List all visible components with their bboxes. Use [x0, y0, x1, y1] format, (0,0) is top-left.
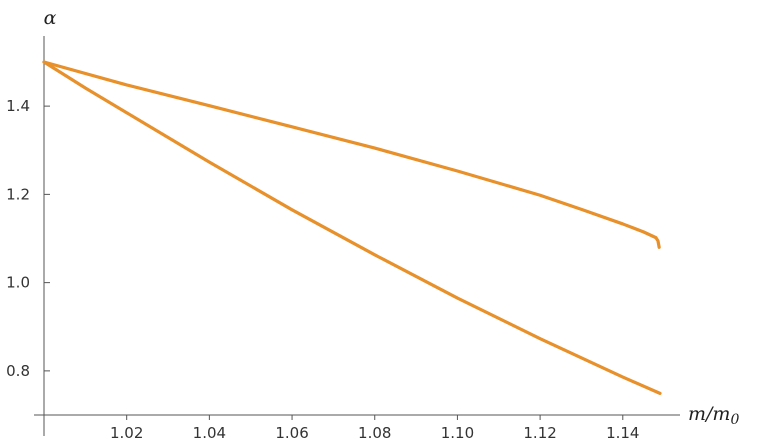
x-tick-label: 1.04: [193, 424, 226, 441]
x-tick-label: 1.10: [441, 424, 474, 441]
series-group: [42, 60, 662, 395]
x-axis-title-subscript: 0: [730, 412, 739, 428]
x-tick-label: 1.08: [358, 424, 391, 441]
y-tick-label: 1.4: [6, 97, 30, 115]
x-tick-label: 1.12: [523, 424, 556, 441]
x-tick-label: 1.02: [110, 424, 143, 441]
series-line-2: [42, 60, 662, 395]
x-axis-title-main: m/m: [688, 403, 730, 425]
x-axis-title: m/m0: [688, 403, 739, 428]
axes: [34, 36, 680, 436]
x-ticks: 1.02 1.04 1.06 1.08 1.10 1.12 1.14: [110, 415, 639, 441]
y-tick-label: 1.2: [6, 185, 30, 203]
y-tick-label: 0.8: [6, 362, 30, 380]
x-tick-label: 1.06: [275, 424, 308, 441]
y-ticks: 0.8 1.0 1.2 1.4: [6, 97, 50, 380]
y-axis-title: α: [44, 7, 57, 29]
series-line-1: [42, 60, 661, 249]
y-tick-label: 1.0: [6, 274, 30, 292]
x-tick-label: 1.14: [606, 424, 639, 441]
